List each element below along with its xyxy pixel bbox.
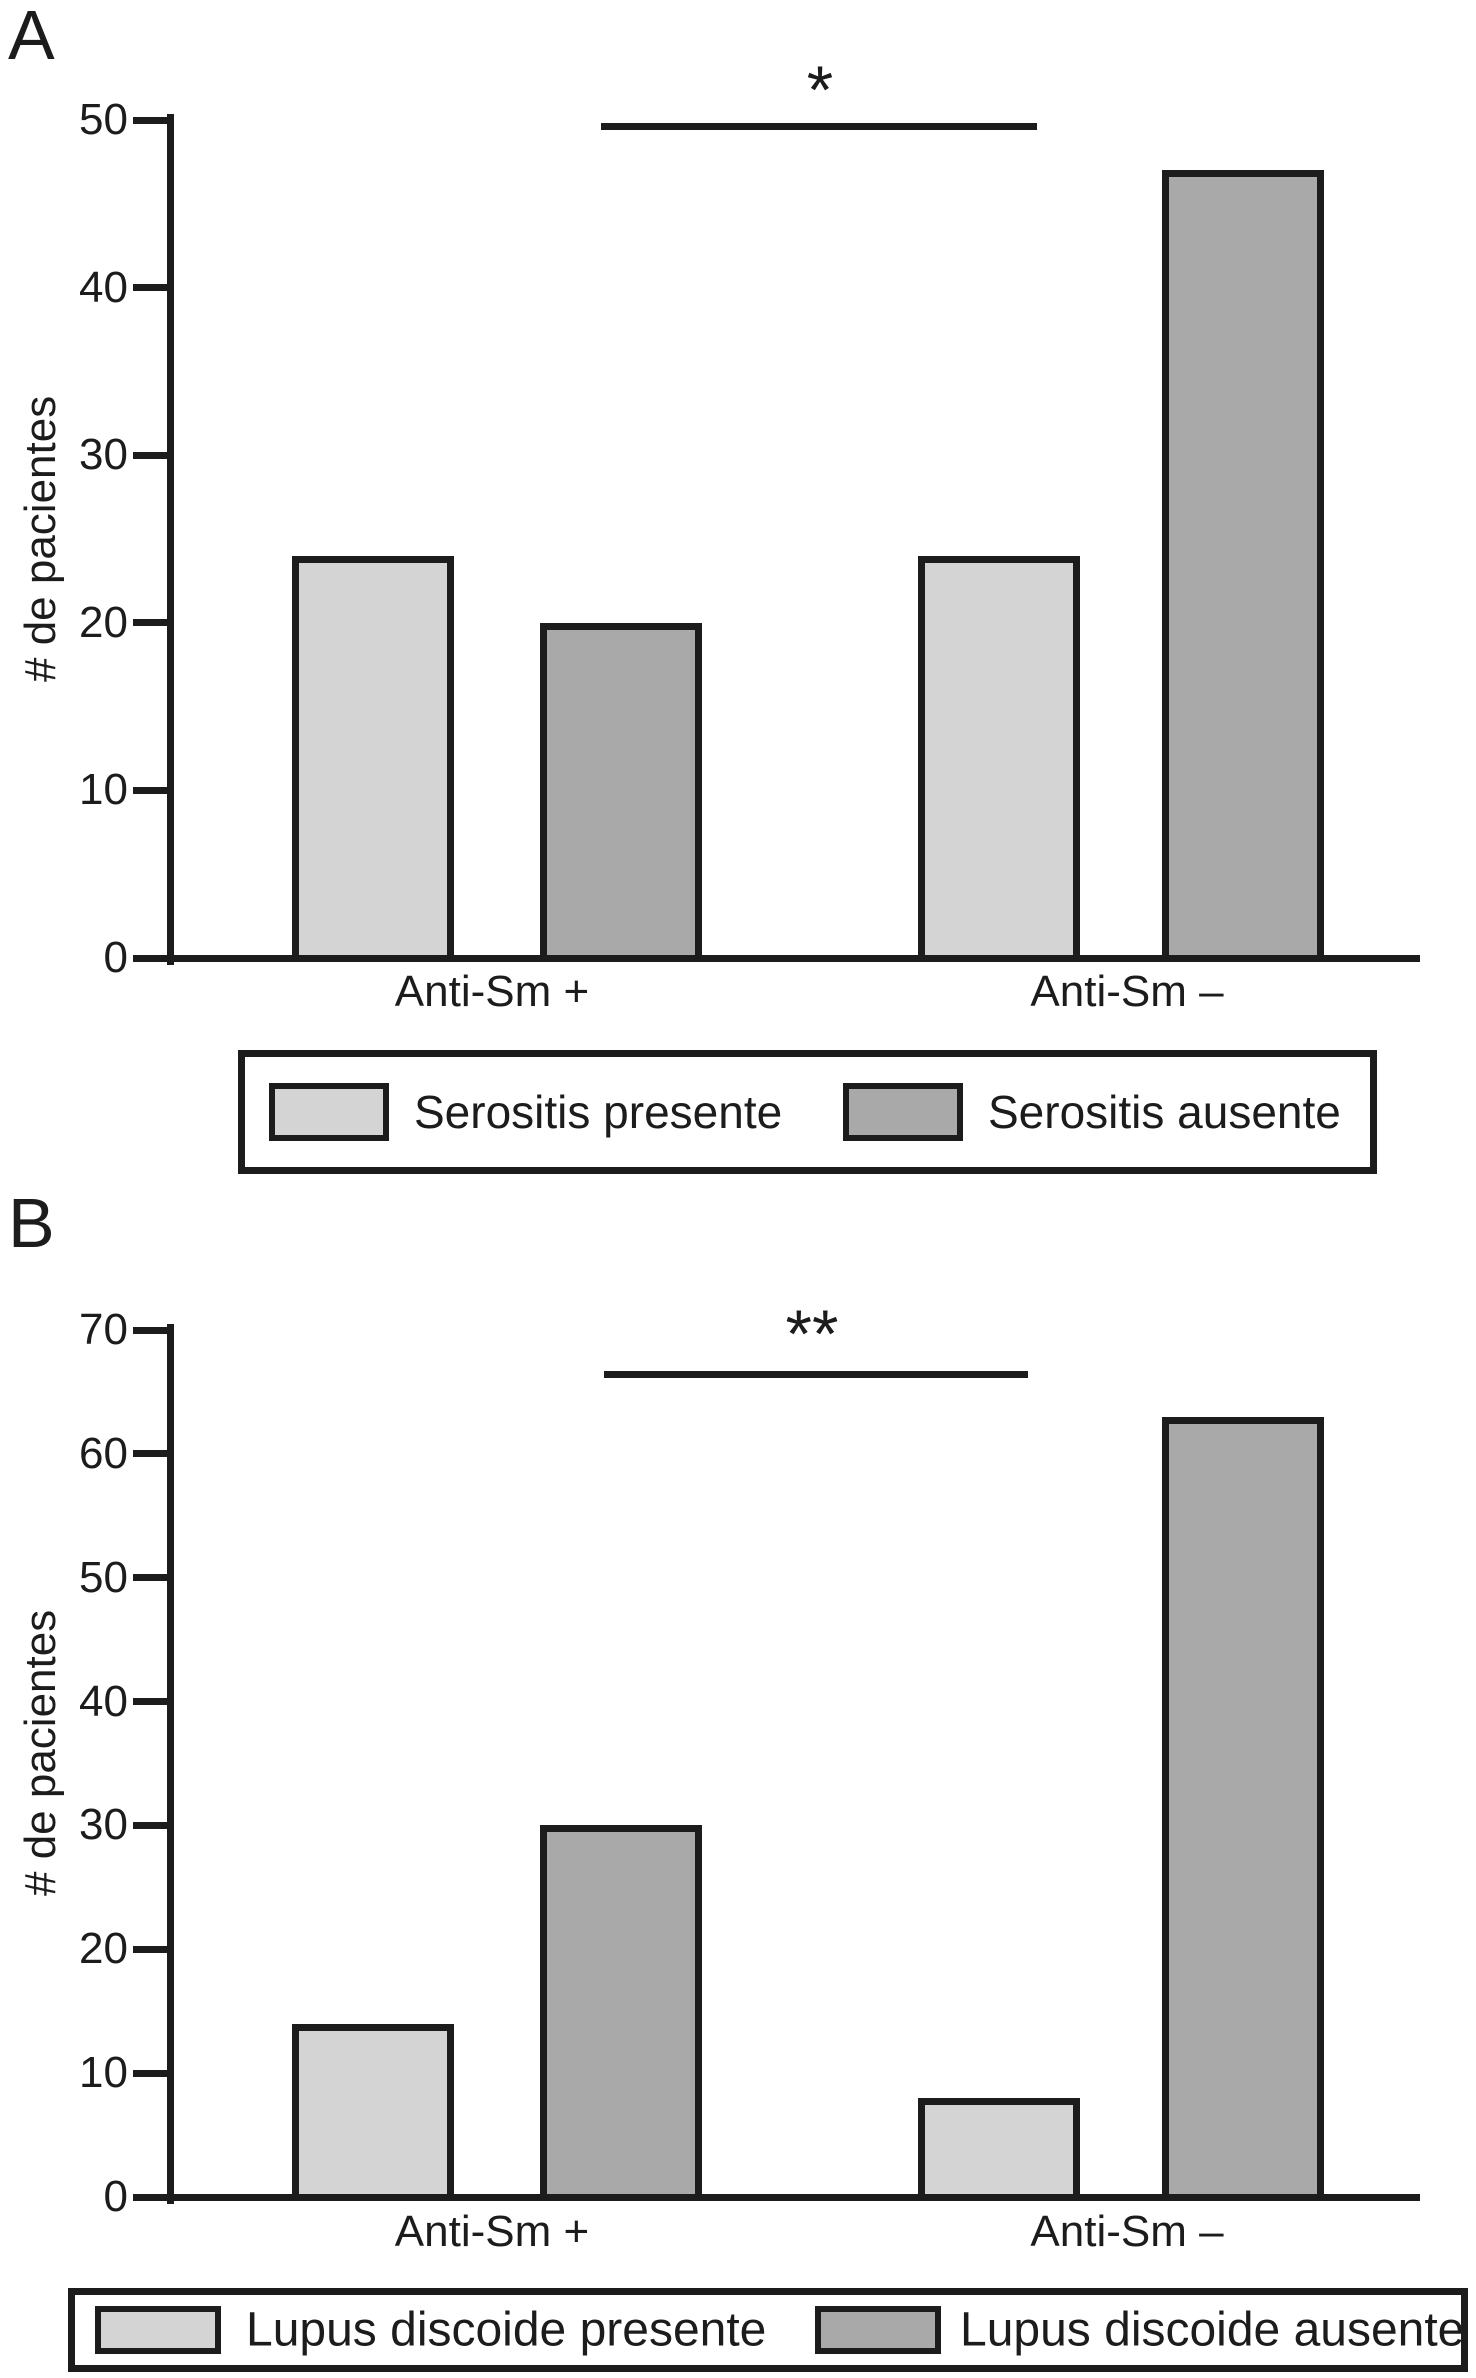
y-tick-mark — [133, 619, 167, 627]
x-label-anti-sm-positive: Anti-Sm + — [394, 2207, 590, 2256]
significance-bracket — [604, 1371, 1028, 1378]
bar — [292, 555, 454, 962]
panel-a-letter: A — [8, 0, 55, 74]
y-tick-mark — [133, 786, 167, 794]
legend-lupus-discoide: Lupus discoide presente Lupus discoide a… — [68, 2288, 1468, 2372]
y-tick-mark — [133, 451, 167, 459]
bar — [292, 2023, 454, 2201]
y-tick-mark — [133, 1574, 167, 1582]
y-tick-mark — [133, 284, 167, 292]
x-axis-line — [167, 2194, 1420, 2201]
legend-swatch-light — [95, 2306, 221, 2354]
significance-asterisk: * — [806, 52, 834, 128]
y-tick-mark — [133, 2069, 167, 2077]
y-tick-mark — [133, 1698, 167, 1706]
y-tick-label: 20 — [79, 1924, 128, 1974]
y-tick-label: 0 — [103, 2172, 128, 2221]
bar — [918, 555, 1080, 962]
y-tick-label: 30 — [79, 430, 128, 480]
bar — [540, 622, 702, 962]
bar — [918, 2097, 1080, 2201]
legend-swatch-dark — [843, 1083, 963, 1141]
legend-swatch-dark — [815, 2306, 941, 2354]
legend-serositis: Serositis presente Serositis ausente — [238, 1050, 1377, 1174]
significance-bracket — [601, 123, 1037, 130]
y-tick-label: 60 — [79, 1428, 128, 1478]
y-tick-mark — [133, 116, 167, 124]
y-tick-label: 50 — [79, 95, 128, 144]
y-tick-mark — [133, 954, 167, 962]
y-tick-label: 70 — [79, 1305, 128, 1354]
legend-label-presente: Serositis presente — [414, 1086, 783, 1138]
y-tick-label: 50 — [79, 1552, 128, 1602]
y-tick-label: 20 — [79, 597, 128, 647]
y-axis-title: # de pacientes — [16, 1609, 65, 1896]
bar — [1162, 1416, 1324, 2201]
y-tick-label: 30 — [79, 1800, 128, 1850]
y-tick-mark — [133, 1945, 167, 1953]
legend-label-ausente: Lupus discoide ausente — [960, 2303, 1465, 2357]
y-tick-label: 10 — [79, 765, 128, 815]
bar — [1162, 170, 1324, 962]
y-tick-mark — [133, 1821, 167, 1829]
legend-swatch-light — [269, 1083, 389, 1141]
y-tick-label: 0 — [103, 933, 128, 982]
bar — [540, 1825, 702, 2201]
y-axis-line — [167, 1324, 174, 2204]
legend-label-ausente: Serositis ausente — [988, 1086, 1341, 1138]
y-tick-mark — [133, 2193, 167, 2201]
y-tick-mark — [133, 1450, 167, 1458]
y-tick-label: 40 — [79, 262, 128, 312]
y-tick-mark — [133, 1326, 167, 1334]
x-label-anti-sm-negative: Anti-Sm – — [1030, 2207, 1224, 2256]
x-label-anti-sm-negative: Anti-Sm – — [1030, 967, 1224, 1016]
y-tick-label: 10 — [79, 2048, 128, 2098]
legend-label-presente: Lupus discoide presente — [246, 2303, 767, 2357]
significance-asterisk: ** — [785, 1296, 839, 1372]
panel-b-letter: B — [8, 1184, 55, 1262]
x-axis-line — [167, 955, 1420, 962]
y-tick-label: 40 — [79, 1676, 128, 1726]
x-label-anti-sm-positive: Anti-Sm + — [394, 967, 590, 1016]
y-axis-line — [167, 114, 174, 965]
